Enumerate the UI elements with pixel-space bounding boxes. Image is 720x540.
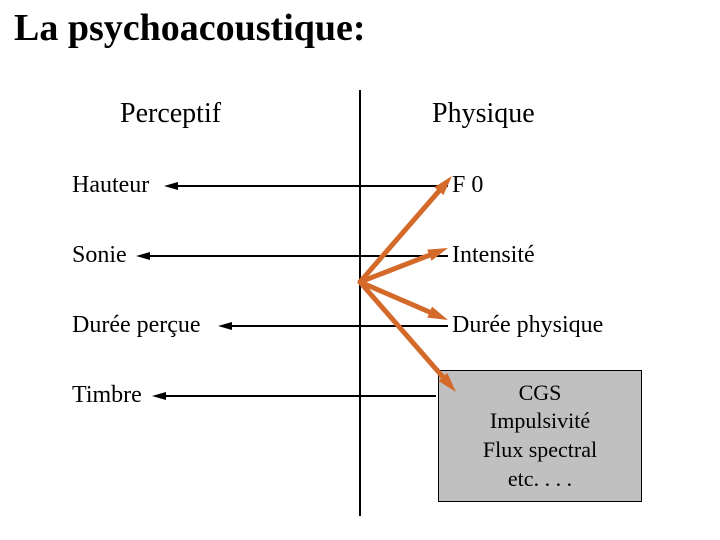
- label-timbre-left: Timbre: [72, 382, 142, 409]
- label-duree-left: Durée perçue: [72, 312, 201, 339]
- cgs-line-3: Flux spectral: [483, 436, 597, 465]
- header-physique: Physique: [432, 98, 535, 130]
- label-intensite-right: Intensité: [452, 242, 535, 269]
- cgs-line-4: etc. . . .: [508, 465, 572, 494]
- label-sonie-left: Sonie: [72, 242, 127, 269]
- orange-arrows: [360, 176, 456, 392]
- slide-title: La psychoacoustique:: [14, 6, 366, 50]
- cgs-line-1: CGS: [519, 379, 562, 408]
- black-arrows: [136, 182, 448, 400]
- label-f0-right: F 0: [452, 172, 483, 199]
- label-dureephys-right: Durée physique: [452, 312, 603, 339]
- label-hauteur-left: Hauteur: [72, 172, 149, 199]
- slide-root: { "title": { "text": "La psychoacoustiqu…: [0, 0, 720, 540]
- cgs-box: CGS Impulsivité Flux spectral etc. . . .: [438, 370, 642, 502]
- header-perceptif: Perceptif: [120, 98, 221, 130]
- cgs-line-2: Impulsivité: [490, 407, 590, 436]
